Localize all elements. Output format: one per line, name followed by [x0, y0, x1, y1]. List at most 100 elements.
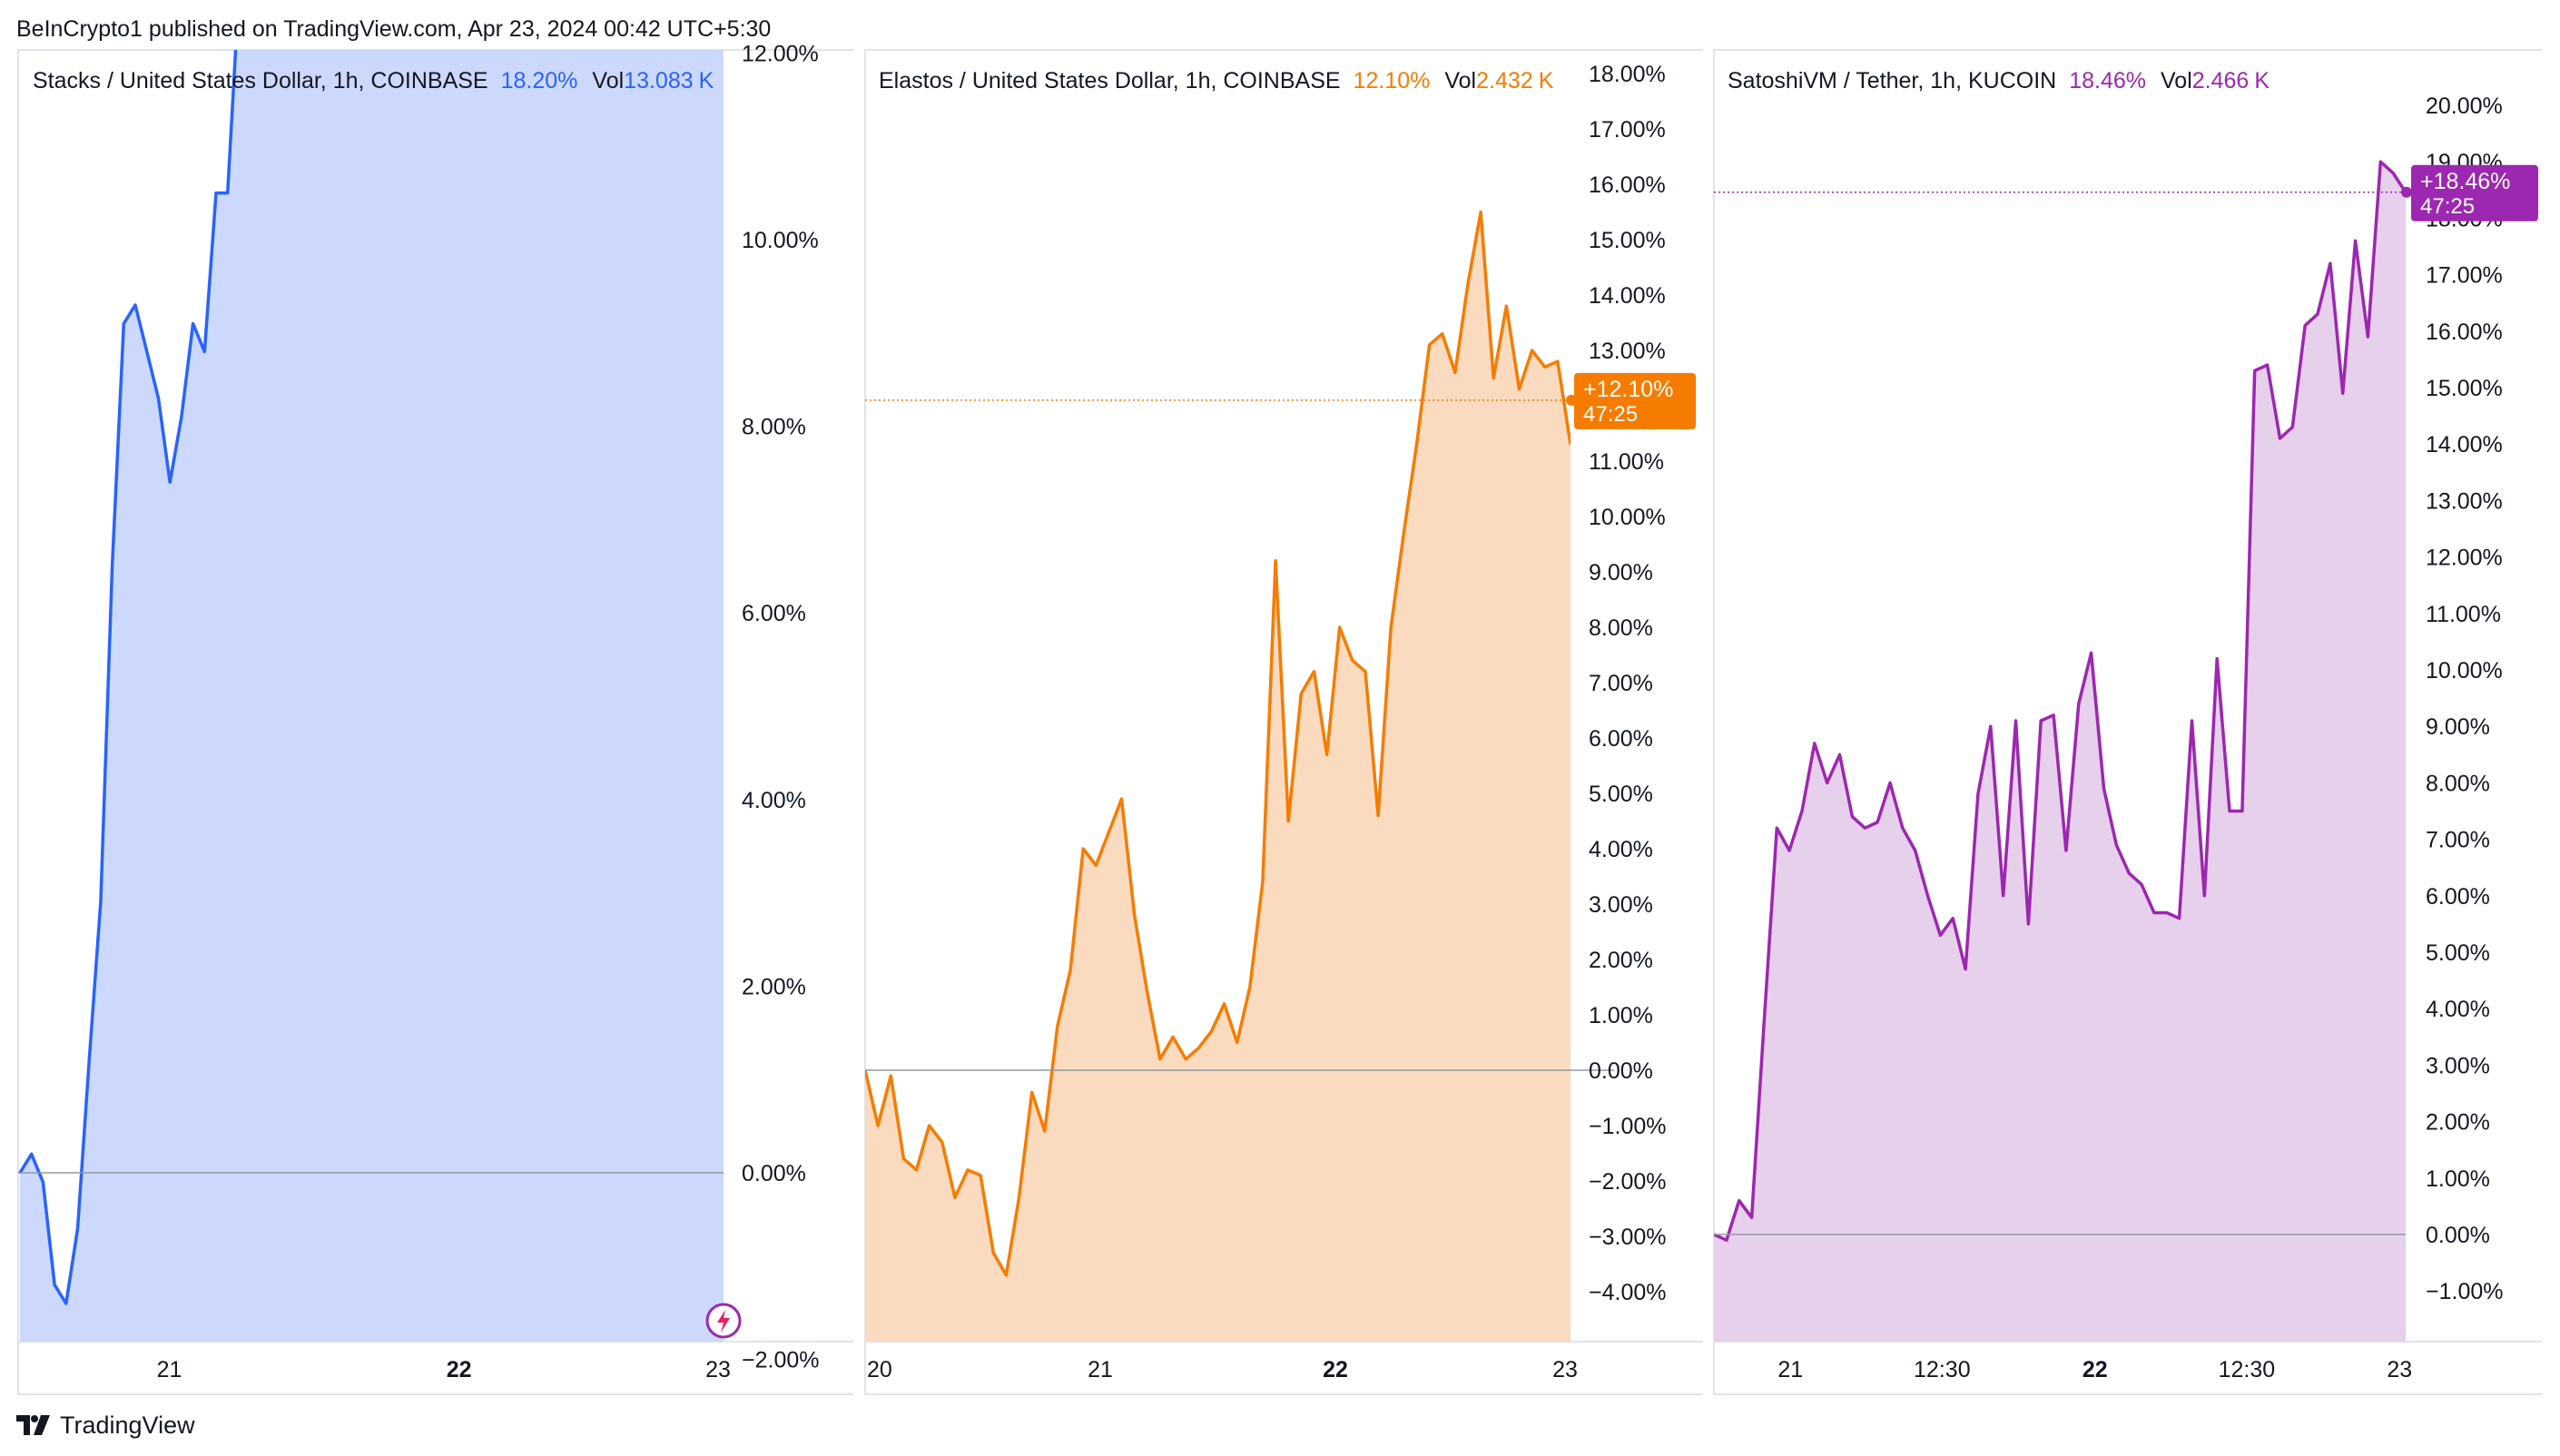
- charts-canvas: 24.00%22.00%20.00%18.00%16.00%14.00%12.0…: [17, 0, 2558, 1407]
- y-tick-label: 3.00%: [1589, 892, 1653, 918]
- x-tick-label: 23: [2387, 1357, 2412, 1382]
- lightning-icon[interactable]: [705, 1303, 742, 1339]
- y-tick-label: 13.00%: [2426, 488, 2503, 514]
- y-tick-label: 8.00%: [742, 415, 806, 440]
- plot-area[interactable]: [865, 210, 1570, 1343]
- volume-unit: K: [1539, 68, 1554, 93]
- y-tick-label: 17.00%: [1589, 117, 1666, 143]
- price-line: [1714, 160, 2406, 1242]
- y-tick-label: 1.00%: [2426, 1166, 2490, 1192]
- y-tick-label: 10.00%: [742, 228, 819, 253]
- price-line: [18, 50, 238, 1305]
- volume-unit: K: [2254, 68, 2270, 93]
- y-tick-label: −2.00%: [1589, 1169, 1667, 1195]
- change-value: 18.20%: [501, 68, 578, 93]
- y-tick-label: 9.00%: [1589, 560, 1653, 585]
- y-tick-label: −2.00%: [742, 1348, 820, 1373]
- y-tick-label: 0.00%: [1589, 1058, 1653, 1084]
- tradingview-logo-icon: [16, 1415, 50, 1435]
- x-tick-label: 22: [447, 1357, 472, 1382]
- y-tick-label: 7.00%: [1589, 671, 1653, 696]
- x-tick-label: 23: [1552, 1357, 1578, 1382]
- badge-change: +18.46%: [2420, 169, 2510, 194]
- x-tick-label: 22: [1323, 1357, 1348, 1382]
- volume-value: 2.466: [2192, 68, 2250, 93]
- y-tick-label: 1.00%: [1589, 1003, 1653, 1028]
- badge-countdown: 47:25: [1583, 402, 1638, 427]
- x-tick-label: 22: [2082, 1357, 2108, 1382]
- y-tick-label: 2.00%: [2426, 1110, 2490, 1136]
- y-tick-label: −4.00%: [1589, 1280, 1667, 1305]
- plot-area[interactable]: [18, 0, 724, 1342]
- chart-title[interactable]: SatoshiVM / Tether, 1h, KUCOIN 18.46% Vol2…: [1728, 68, 2270, 93]
- last-point: [2401, 186, 2412, 198]
- price-badge: +18.46%47:25: [2411, 164, 2538, 221]
- change-value: 18.46%: [2069, 68, 2146, 93]
- symbol-label: SatoshiVM / Tether, 1h, KUCOIN: [1728, 68, 2056, 93]
- x-tick-label: 23: [705, 1357, 731, 1382]
- price-badge: +12.10%47:25: [1574, 372, 1696, 429]
- y-tick-label: 16.00%: [2426, 320, 2503, 345]
- plot-area[interactable]: [1714, 160, 2406, 1342]
- chart-pane-3: 20.00%19.00%18.00%17.00%16.00%15.00%14.0…: [1713, 0, 2558, 1407]
- y-tick-label: −1.00%: [1589, 1114, 1667, 1139]
- y-tick-label: 5.00%: [1589, 782, 1653, 807]
- y-tick-label: 6.00%: [1589, 726, 1653, 752]
- price-line: [865, 210, 1570, 1277]
- y-tick-label: 14.00%: [1589, 283, 1666, 309]
- y-tick-label: 4.00%: [2426, 997, 2490, 1022]
- y-tick-label: 6.00%: [742, 601, 806, 626]
- y-tick-label: 20.00%: [2426, 93, 2503, 119]
- x-tick-label: 21: [1777, 1357, 1803, 1382]
- y-tick-label: 12.00%: [2426, 546, 2503, 571]
- badge-countdown: 47:25: [2420, 194, 2475, 219]
- badge-box: [2411, 164, 2538, 221]
- volume-value: 2.432: [1476, 68, 1533, 93]
- chart-title[interactable]: Elastos / United States Dollar, 1h, COIN…: [879, 68, 1554, 93]
- y-tick-label: 18.00%: [1589, 62, 1666, 87]
- y-tick-label: 0.00%: [2426, 1223, 2490, 1248]
- y-tick-label: 0.00%: [742, 1161, 806, 1186]
- y-tick-label: 4.00%: [1589, 837, 1653, 862]
- volume-value: 13.083: [624, 68, 693, 93]
- chart-pane-2: 18.00%17.00%16.00%15.00%14.00%13.00%12.0…: [864, 0, 1714, 1407]
- y-tick-label: 9.00%: [2426, 714, 2490, 740]
- x-tick-label: 12:30: [2219, 1357, 2276, 1382]
- change-value: 12.10%: [1354, 68, 1431, 93]
- y-tick-label: 17.00%: [2426, 263, 2503, 289]
- y-tick-label: 8.00%: [2426, 771, 2490, 796]
- area-fill: [1714, 162, 2406, 1342]
- y-tick-label: 3.00%: [2426, 1053, 2490, 1078]
- y-tick-label: 16.00%: [1589, 172, 1666, 198]
- badge-box: [1574, 372, 1696, 429]
- x-tick-label: 21: [157, 1357, 182, 1382]
- volume-unit: K: [699, 68, 714, 93]
- y-tick-label: 7.00%: [2426, 828, 2490, 853]
- y-tick-label: 11.00%: [2426, 602, 2501, 627]
- y-tick-label: 11.00%: [1589, 449, 1664, 475]
- y-tick-label: 10.00%: [1589, 505, 1666, 530]
- symbol-label: Stacks / United States Dollar, 1h, COINB…: [33, 68, 488, 93]
- volume-label: Vol: [1444, 68, 1476, 93]
- volume-label: Vol: [2161, 68, 2192, 93]
- x-tick-label: 20: [867, 1357, 892, 1382]
- x-tick-label: 21: [1088, 1357, 1113, 1382]
- brand-name: TradingView: [60, 1411, 195, 1439]
- y-tick-label: 2.00%: [1589, 948, 1653, 973]
- y-tick-label: 5.00%: [2426, 940, 2490, 966]
- y-tick-label: 4.00%: [742, 788, 806, 813]
- y-tick-label: 14.00%: [2426, 432, 2503, 457]
- x-tick-label: 12:30: [1914, 1357, 1971, 1382]
- y-tick-label: 8.00%: [1589, 615, 1653, 641]
- chart-title[interactable]: Stacks / United States Dollar, 1h, COINB…: [33, 68, 714, 93]
- area-fill: [865, 212, 1570, 1342]
- y-tick-label: 15.00%: [2426, 376, 2503, 401]
- y-tick-label: 6.00%: [2426, 884, 2490, 910]
- y-tick-label: 15.00%: [1589, 228, 1666, 253]
- chart-pane-1: 24.00%22.00%20.00%18.00%16.00%14.00%12.0…: [17, 0, 864, 1407]
- y-tick-label: 13.00%: [1589, 339, 1666, 364]
- area-fill: [20, 50, 724, 1342]
- publish-info: BeInCrypto1 published on TradingView.com…: [16, 16, 772, 42]
- tradingview-branding[interactable]: TradingView: [16, 1410, 195, 1441]
- y-tick-label: −1.00%: [2426, 1279, 2504, 1304]
